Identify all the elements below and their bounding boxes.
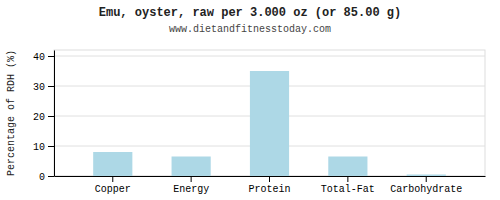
y-tick-mark <box>48 146 54 147</box>
x-tick-mark <box>347 176 348 182</box>
y-tick-label: 10 <box>33 142 45 153</box>
x-tick-label: Copper <box>95 184 131 195</box>
bar <box>250 71 289 176</box>
x-tick-mark <box>426 176 427 182</box>
y-tick-label: 40 <box>33 52 45 63</box>
bars <box>93 71 446 176</box>
grid-line <box>54 56 485 57</box>
y-tick-label: 20 <box>33 112 45 123</box>
x-tick: Protein <box>248 176 290 195</box>
plot: Copper Energy Protein Total-Fat Carbohydrate… <box>33 50 486 195</box>
x-tick: Copper <box>95 176 131 195</box>
y-tick: 10 <box>33 142 54 153</box>
y-tick-mark <box>48 116 54 117</box>
x-tick-mark <box>112 176 113 182</box>
bar <box>328 157 367 177</box>
bar <box>407 175 446 177</box>
x-tick-mark <box>269 176 270 182</box>
y-axis-line <box>54 51 55 177</box>
title: Emu, oyster, raw per 3.000 oz (or 85.00 … <box>99 6 401 20</box>
x-tick: Total-Fat <box>321 176 375 195</box>
x-tick-mark <box>191 176 192 182</box>
x-tick-label: Protein <box>248 184 290 195</box>
y-tick-mark <box>48 86 54 87</box>
grid <box>54 56 485 176</box>
y-tick: 40 <box>33 52 54 63</box>
x-tick: Carbohydrate <box>390 176 462 195</box>
x-axis: Copper Energy Protein Total-Fat Carbohydrate <box>55 176 486 195</box>
y-tick-label: 30 <box>33 82 45 93</box>
y-tick: 30 <box>33 82 54 93</box>
y-tick-mark <box>48 56 54 57</box>
bar <box>93 152 132 176</box>
y-tick: 20 <box>33 112 54 123</box>
bar <box>172 157 211 177</box>
x-tick: Energy <box>173 176 209 195</box>
x-tick-label: Total-Fat <box>321 184 375 195</box>
y-tick-mark <box>48 176 54 177</box>
y-tick: 0 <box>39 172 54 183</box>
x-tick-label: Energy <box>173 184 209 195</box>
y-axis-title: Percentage of RDH (%) <box>6 50 17 176</box>
plot-frame <box>54 50 485 176</box>
y-axis: 0 10 20 30 40 <box>33 51 55 183</box>
subtitle: www.dietandfitnesstoday.com <box>169 24 331 35</box>
y-tick-label: 0 <box>39 172 45 183</box>
x-tick-label: Carbohydrate <box>390 184 462 195</box>
chart: Emu, oyster, raw per 3.000 oz (or 85.00 … <box>0 0 500 200</box>
